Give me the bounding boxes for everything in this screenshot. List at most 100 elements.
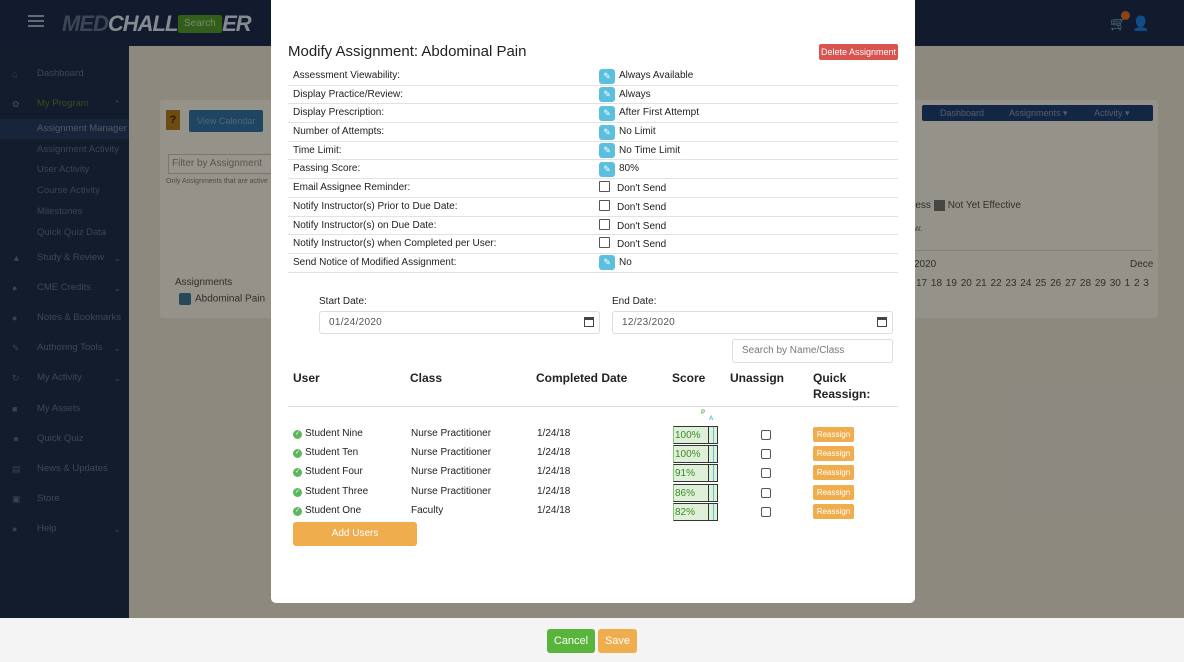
average-marker: A xyxy=(709,416,714,422)
cancel-button[interactable]: Cancel xyxy=(547,629,595,653)
cart-icon: ▣ xyxy=(12,494,21,504)
reassign-button[interactable]: Reassign xyxy=(813,465,854,480)
end-date-field[interactable]: 12/23/2020 xyxy=(612,311,893,334)
sidebar-item-cme-credits[interactable]: ● CME Credits ⌄ xyxy=(0,278,129,298)
cart-icon[interactable]: 🛒 xyxy=(1110,16,1127,31)
modal-title: Modify Assignment: Abdominal Pain xyxy=(288,43,527,60)
edit-icon[interactable]: ✎ xyxy=(599,143,615,159)
notify-due-checkbox[interactable] xyxy=(599,218,610,230)
sidebar-item-help[interactable]: ● Help ⌄ xyxy=(0,519,129,539)
edit-icon[interactable]: ✎ xyxy=(599,105,615,121)
unassign-checkbox[interactable] xyxy=(761,430,771,440)
sidebar-item-study-review[interactable]: ▲ Study & Review ⌄ xyxy=(0,248,129,268)
user-icon[interactable]: 👤 xyxy=(1132,15,1150,31)
home-icon: ⌂ xyxy=(12,69,18,79)
sidebar-item-course-activity[interactable]: Course Activity xyxy=(37,185,100,196)
status-legend: ress Not Yet Effective xyxy=(912,200,1021,212)
reassign-button[interactable]: Reassign xyxy=(813,446,854,461)
filter-by-assignment-input[interactable]: Filter by Assignment xyxy=(168,154,273,174)
setting-row: Send Notice of Modified Assignment: ✎ No xyxy=(288,254,898,273)
assignments-header: Assignments xyxy=(175,277,233,288)
unassign-checkbox[interactable] xyxy=(761,468,771,478)
chevron-down-icon: ⌄ xyxy=(113,283,121,293)
search-button[interactable]: Search xyxy=(178,15,222,33)
column-class: Class xyxy=(410,371,443,385)
table-row: ✓ Student Nine Nurse Practitioner 1/24/1… xyxy=(288,426,898,445)
pass-marker: P xyxy=(701,410,706,416)
table-row: ✓ Student Ten Nurse Practitioner 1/24/18… xyxy=(288,445,898,464)
sidebar-item-my-assets[interactable]: ■ My Assets xyxy=(0,399,129,419)
cart-badge xyxy=(1121,11,1130,20)
score-bar: 86% xyxy=(673,484,718,502)
calendar-icon[interactable] xyxy=(877,317,887,327)
calendar-year: 2020 xyxy=(914,259,937,270)
notify-completed-checkbox[interactable] xyxy=(599,237,610,249)
header-divider xyxy=(288,406,898,407)
search-users-input[interactable]: Search by Name/Class xyxy=(732,339,893,363)
calendar-days: 17 18 19 20 21 22 23 24 25 26 27 28 29 3… xyxy=(916,278,1149,289)
column-completed-date: Completed Date xyxy=(536,371,628,385)
sidebar-item-dashboard[interactable]: ⌂ Dashboard xyxy=(0,64,129,84)
folder-icon: ■ xyxy=(12,404,18,414)
sidebar-item-store[interactable]: ▣ Store xyxy=(0,489,129,509)
setting-row: Email Assignee Reminder: Don't Send xyxy=(288,179,898,198)
nav-activity[interactable]: Activity ▾ xyxy=(1094,108,1130,118)
column-score: Score xyxy=(672,371,706,385)
leaf-icon: ✿ xyxy=(12,99,20,109)
sidebar-item-assignment-manager[interactable]: Assignment Manager xyxy=(0,119,129,139)
edit-icon[interactable]: ✎ xyxy=(599,68,615,84)
score-bar: 82% xyxy=(673,503,718,521)
sidebar-item-assignment-activity[interactable]: Assignment Activity xyxy=(37,144,119,155)
check-circle-icon: ✓ xyxy=(293,507,302,516)
unassign-checkbox[interactable] xyxy=(761,449,771,459)
reassign-button[interactable]: Reassign xyxy=(813,504,854,519)
sidebar-item-quick-quiz[interactable]: ★ Quick Quiz xyxy=(0,429,129,449)
start-date-field[interactable]: 01/24/2020 xyxy=(319,311,600,334)
hamburger-menu-icon[interactable] xyxy=(28,15,44,27)
sidebar-item-notes-bookmarks[interactable]: ● Notes & Bookmarks xyxy=(0,308,129,328)
email-reminder-checkbox[interactable] xyxy=(599,181,610,193)
reassign-button[interactable]: Reassign xyxy=(813,427,854,442)
sidebar-item-user-activity[interactable]: User Activity xyxy=(37,164,90,175)
setting-row: Notify Instructor(s) Prior to Due Date: D… xyxy=(288,198,898,217)
sidebar-item-authoring-tools[interactable]: ✎ Authoring Tools ⌄ xyxy=(0,338,129,358)
edit-icon[interactable]: ✎ xyxy=(599,87,615,103)
sidebar-item-news-updates[interactable]: ▤ News & Updates xyxy=(0,459,129,479)
score-bar: 100% xyxy=(673,426,718,444)
help-icon: ● xyxy=(12,524,18,534)
legend-note: w. xyxy=(914,223,923,233)
table-row: ✓ Student Three Nurse Practitioner 1/24/… xyxy=(288,484,898,503)
view-calendar-button[interactable]: View Calendar xyxy=(189,110,264,132)
add-users-button[interactable]: Add Users xyxy=(293,522,417,546)
timeline-calendar: 2020 Dece 17 18 19 20 21 22 23 24 25 26 … xyxy=(912,250,1153,294)
calendar-month: Dece xyxy=(1130,259,1154,270)
assignment-list-item[interactable]: Abdominal Pain xyxy=(179,293,265,305)
reassign-button[interactable]: Reassign xyxy=(813,485,854,500)
chevron-up-icon: ⌃ xyxy=(113,99,121,109)
settings-table: Assessment Viewability: ✎ Always Available… xyxy=(288,67,898,273)
sidebar-item-my-activity[interactable]: ↻ My Activity ⌄ xyxy=(0,368,129,388)
score-bar: 100% xyxy=(673,445,718,463)
table-row: ✓ Student One Faculty 1/24/18 82% Reassi… xyxy=(288,503,898,522)
nav-dashboard[interactable]: Dashboard xyxy=(940,108,985,118)
edit-icon[interactable]: ✎ xyxy=(599,161,615,177)
edit-icon[interactable]: ✎ xyxy=(599,255,615,271)
edit-icon: ✎ xyxy=(12,343,20,353)
help-question-icon[interactable]: ? xyxy=(166,110,180,130)
sidebar-item-milestones[interactable]: Milestones xyxy=(37,206,83,217)
unassign-checkbox[interactable] xyxy=(761,507,771,517)
save-button[interactable]: Save xyxy=(598,629,637,653)
edit-icon[interactable]: ✎ xyxy=(599,124,615,140)
delete-assignment-button[interactable]: Delete Assignment xyxy=(819,44,898,60)
unassign-checkbox[interactable] xyxy=(761,488,771,498)
notify-prior-checkbox[interactable] xyxy=(599,199,610,211)
setting-row: Number of Attempts: ✎ No Limit xyxy=(288,123,898,142)
chevron-down-icon: ⌄ xyxy=(113,253,121,263)
calendar-icon[interactable] xyxy=(584,317,594,327)
sidebar-item-quick-quiz-data[interactable]: Quick Quiz Data xyxy=(37,227,107,238)
setting-row: Notify Instructor(s) on Due Date: Don't S… xyxy=(288,217,898,236)
nav-assignments[interactable]: Assignments ▾ xyxy=(1009,108,1068,118)
person-icon: ● xyxy=(12,283,18,293)
sidebar-item-my-program[interactable]: ✿ My Program ⌃ xyxy=(0,94,129,114)
